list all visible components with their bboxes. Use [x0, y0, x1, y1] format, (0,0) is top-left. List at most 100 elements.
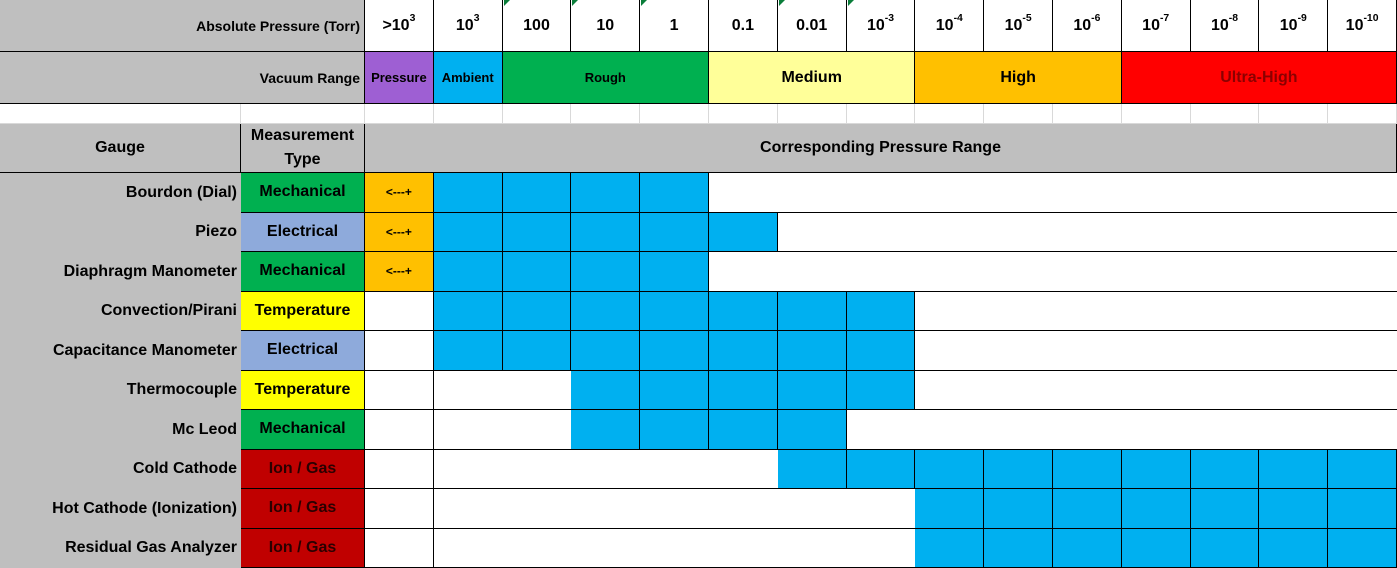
range-cell-empty[interactable] [365, 489, 434, 529]
spacer-cell[interactable] [1190, 104, 1260, 124]
range-cell-empty[interactable] [846, 410, 916, 450]
vacuum-range-high[interactable]: High [915, 52, 1122, 104]
range-cell-empty[interactable] [777, 489, 847, 529]
range-cell-empty[interactable] [1190, 252, 1260, 292]
measurement-type-cell[interactable]: Temperature [241, 291, 365, 331]
range-cell-filled[interactable] [1053, 449, 1122, 489]
range-cell-filled[interactable] [640, 291, 709, 331]
pressure-header-13[interactable]: 10-9 [1259, 0, 1329, 52]
range-cell-empty[interactable] [433, 449, 503, 489]
range-cell-empty[interactable] [433, 489, 503, 529]
measurement-type-cell[interactable]: Temperature [241, 370, 365, 410]
spacer-cell[interactable] [433, 104, 503, 124]
gauge-column-header[interactable]: Gauge [0, 124, 241, 173]
vacuum-range-pressure[interactable]: Pressure [365, 52, 434, 104]
vacuum-range-label[interactable]: Vacuum Range [0, 52, 365, 104]
range-cell-empty[interactable] [502, 489, 572, 529]
spacer-cell[interactable] [571, 104, 641, 124]
range-cell-empty[interactable] [1121, 410, 1191, 450]
range-cell-empty[interactable] [846, 528, 916, 568]
range-cell-empty[interactable] [709, 489, 778, 529]
range-cell-filled[interactable] [709, 291, 778, 331]
range-cell-empty[interactable] [915, 331, 985, 371]
range-cell-filled[interactable] [571, 370, 641, 410]
range-cell-filled[interactable] [502, 252, 572, 292]
range-cell-empty[interactable] [365, 370, 434, 410]
gauge-name[interactable]: Mc Leod [0, 410, 241, 450]
range-cell-empty[interactable] [571, 449, 641, 489]
range-cell-empty[interactable] [709, 252, 778, 292]
measurement-type-cell[interactable]: Ion / Gas [241, 528, 365, 568]
spacer-cell[interactable] [1259, 104, 1329, 124]
pressure-header-5[interactable]: 0.1 [709, 0, 778, 52]
range-cell-empty[interactable] [915, 212, 985, 252]
range-cell-empty[interactable] [571, 489, 641, 529]
range-cell-empty[interactable] [1053, 212, 1122, 252]
range-cell-filled[interactable] [984, 449, 1053, 489]
range-cell-empty[interactable] [1328, 173, 1397, 213]
range-cell-empty[interactable] [1328, 212, 1397, 252]
range-cell-empty[interactable] [1328, 331, 1397, 371]
gauge-name[interactable]: Cold Cathode [0, 449, 241, 489]
gauge-name[interactable]: Diaphragm Manometer [0, 252, 241, 292]
range-cell-empty[interactable] [502, 449, 572, 489]
range-cell-empty[interactable] [1190, 370, 1260, 410]
range-cell-empty[interactable] [915, 173, 985, 213]
spacer-cell[interactable] [1121, 104, 1191, 124]
range-cell-filled[interactable] [1053, 528, 1122, 568]
range-cell-empty[interactable] [571, 528, 641, 568]
range-cell-filled[interactable] [846, 331, 916, 371]
range-cell-filled[interactable] [571, 212, 641, 252]
range-cell-filled[interactable] [709, 212, 778, 252]
spacer-cell[interactable] [241, 104, 365, 124]
range-cell-filled[interactable] [915, 528, 985, 568]
spacer-cell[interactable] [777, 104, 847, 124]
range-cell-empty[interactable] [1259, 252, 1329, 292]
range-cell-empty[interactable] [709, 173, 778, 213]
range-cell-empty[interactable] [984, 410, 1053, 450]
range-cell-empty[interactable] [433, 370, 503, 410]
range-cell-filled[interactable] [984, 528, 1053, 568]
gauge-name[interactable]: Residual Gas Analyzer [0, 528, 241, 568]
range-cell-empty[interactable] [915, 252, 985, 292]
range-cell-empty[interactable] [1328, 370, 1397, 410]
range-cell-empty[interactable] [777, 252, 847, 292]
range-cell-empty[interactable] [1121, 331, 1191, 371]
range-cell-empty[interactable] [709, 449, 778, 489]
range-cell-empty[interactable] [1190, 212, 1260, 252]
range-cell-empty[interactable] [915, 291, 985, 331]
range-cell-empty[interactable] [640, 449, 709, 489]
range-cell-filled[interactable] [709, 331, 778, 371]
measurement-type-cell[interactable]: Ion / Gas [241, 489, 365, 529]
range-cell-above[interactable]: <---+ [365, 212, 434, 252]
range-cell-empty[interactable] [365, 449, 434, 489]
measurement-type-cell[interactable]: Electrical [241, 331, 365, 371]
range-cell-empty[interactable] [365, 528, 434, 568]
range-cell-empty[interactable] [1190, 331, 1260, 371]
range-cell-filled[interactable] [571, 331, 641, 371]
range-cell-empty[interactable] [1259, 212, 1329, 252]
range-cell-empty[interactable] [1053, 370, 1122, 410]
range-cell-empty[interactable] [365, 291, 434, 331]
range-cell-filled[interactable] [1328, 489, 1397, 529]
range-cell-empty[interactable] [1121, 291, 1191, 331]
range-cell-empty[interactable] [502, 410, 572, 450]
range-cell-empty[interactable] [502, 528, 572, 568]
pressure-header-9[interactable]: 10-5 [984, 0, 1053, 52]
spacer-cell[interactable] [0, 104, 241, 124]
spacer-cell[interactable] [915, 104, 985, 124]
range-cell-empty[interactable] [1053, 252, 1122, 292]
range-cell-filled[interactable] [984, 489, 1053, 529]
range-cell-empty[interactable] [846, 212, 916, 252]
range-cell-filled[interactable] [1121, 528, 1191, 568]
range-cell-filled[interactable] [640, 173, 709, 213]
range-cell-filled[interactable] [1121, 489, 1191, 529]
spacer-cell[interactable] [502, 104, 572, 124]
range-cell-filled[interactable] [777, 370, 847, 410]
range-cell-filled[interactable] [1259, 489, 1329, 529]
measurement-type-cell[interactable]: Mechanical [241, 410, 365, 450]
range-cell-filled[interactable] [640, 410, 709, 450]
range-cell-empty[interactable] [1259, 291, 1329, 331]
spacer-cell[interactable] [640, 104, 709, 124]
range-cell-filled[interactable] [846, 370, 916, 410]
